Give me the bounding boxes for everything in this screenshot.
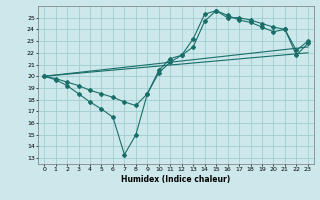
X-axis label: Humidex (Indice chaleur): Humidex (Indice chaleur) — [121, 175, 231, 184]
